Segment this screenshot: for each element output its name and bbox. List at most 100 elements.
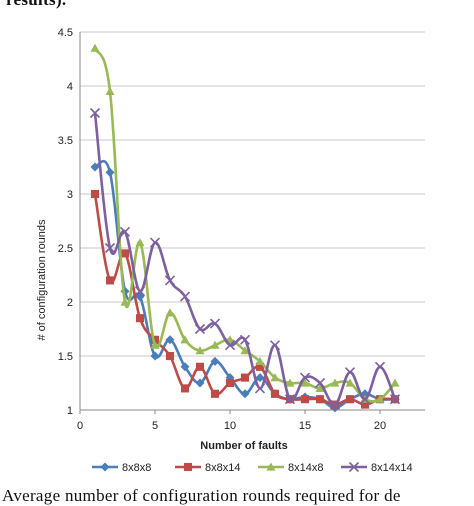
data-point-8x14x14 bbox=[194, 323, 206, 335]
legend-marker bbox=[348, 461, 360, 473]
data-point-8x14x8 bbox=[300, 378, 310, 387]
data-point-8x14x8 bbox=[195, 346, 205, 355]
legend-item-8x8x14: 8x8x14 bbox=[175, 462, 240, 474]
x-tick-label: 10 bbox=[224, 420, 236, 432]
legend-label: 8x14x14 bbox=[371, 462, 413, 474]
data-point-8x8x14 bbox=[135, 314, 145, 323]
data-point-8x8x14 bbox=[240, 373, 250, 382]
data-point-8x14x8 bbox=[105, 86, 115, 95]
series-lines bbox=[89, 43, 401, 413]
data-point-8x14x8 bbox=[315, 383, 325, 392]
caption-bottom-text: Average number of configuration rounds r… bbox=[2, 486, 401, 505]
data-point-8x8x14 bbox=[150, 335, 160, 344]
x-tick-label: 20 bbox=[374, 420, 386, 432]
data-point-8x14x14 bbox=[224, 340, 236, 351]
data-point-8x14x8 bbox=[270, 373, 280, 382]
legend: 8x8x8 8x8x14 8x14x8 8x14x14 bbox=[92, 461, 413, 474]
data-point-8x14x14 bbox=[389, 394, 401, 405]
y-tick-label: 1 bbox=[67, 405, 73, 417]
data-point-8x8x14 bbox=[195, 362, 205, 371]
y-tick-label: 2 bbox=[67, 297, 73, 309]
data-point-8x14x14 bbox=[119, 226, 131, 237]
data-point-8x14x14 bbox=[359, 394, 371, 405]
data-point-8x14x14 bbox=[329, 399, 341, 410]
data-point-8x8x14 bbox=[360, 400, 370, 409]
series-line-8x8x8 bbox=[93, 159, 396, 410]
data-point-8x14x8 bbox=[165, 308, 175, 317]
data-point-8x14x8 bbox=[255, 356, 265, 365]
legend-label: 8x8x14 bbox=[205, 462, 240, 474]
data-point-8x14x14 bbox=[179, 291, 191, 302]
data-point-8x8x8 bbox=[105, 167, 115, 177]
legend-label: 8x8x8 bbox=[122, 462, 151, 474]
y-tick-label: 1.5 bbox=[58, 351, 73, 363]
data-point-8x8x14 bbox=[105, 276, 115, 285]
data-point-8x14x8 bbox=[150, 340, 160, 349]
y-axis-title: # of configuration rounds bbox=[36, 219, 48, 341]
legend-label: 8x14x8 bbox=[288, 462, 323, 474]
data-point-8x8x8 bbox=[240, 389, 250, 399]
data-point-8x8x8 bbox=[210, 356, 220, 366]
data-point-8x8x8 bbox=[165, 335, 175, 345]
data-point-8x8x8 bbox=[150, 351, 160, 361]
series-8x14x14 bbox=[89, 107, 401, 410]
data-point-8x14x8 bbox=[375, 394, 385, 403]
data-point-8x14x14 bbox=[134, 286, 146, 297]
data-point-8x8x14 bbox=[270, 389, 280, 398]
data-point-8x14x14 bbox=[269, 340, 281, 351]
data-point-8x14x8 bbox=[330, 378, 340, 387]
data-point-8x14x14 bbox=[314, 377, 326, 389]
data-point-8x14x8 bbox=[210, 340, 220, 349]
legend-item-8x14x8: 8x14x8 bbox=[258, 462, 323, 474]
x-tick-label: 0 bbox=[77, 420, 83, 432]
series-line-8x14x14 bbox=[93, 112, 397, 406]
y-tick-label: 3 bbox=[67, 189, 73, 201]
data-point-8x14x8 bbox=[390, 378, 400, 387]
y-tick-label: 4.5 bbox=[58, 27, 73, 39]
legend-marker bbox=[183, 462, 193, 472]
data-point-8x14x14 bbox=[89, 107, 101, 119]
data-point-8x8x14 bbox=[90, 189, 100, 199]
series-8x14x8 bbox=[90, 43, 400, 403]
legend-marker bbox=[266, 462, 276, 471]
legend-item-8x8x8: 8x8x8 bbox=[92, 462, 151, 474]
data-point-8x14x14 bbox=[104, 242, 116, 254]
data-point-8x8x14 bbox=[345, 395, 355, 404]
y-tick-label: 2.5 bbox=[58, 243, 73, 255]
x-axis-title: Number of faults bbox=[200, 440, 287, 452]
data-point-8x8x8 bbox=[180, 362, 190, 372]
data-point-8x8x14 bbox=[315, 395, 325, 404]
axes: 1 1.5 2 2.5 3 3.5 4 4.5 0 5 10 15 20 bbox=[58, 27, 425, 432]
legend-marker bbox=[100, 462, 110, 472]
y-tick-label: 4 bbox=[67, 81, 73, 93]
data-point-8x8x14 bbox=[300, 395, 310, 404]
data-point-8x8x8 bbox=[255, 373, 265, 383]
x-tick-label: 5 bbox=[152, 420, 158, 432]
y-tick-label: 3.5 bbox=[58, 135, 73, 147]
data-point-8x8x14 bbox=[165, 351, 175, 361]
data-point-8x8x14 bbox=[255, 362, 265, 371]
x-tick-label: 15 bbox=[299, 420, 311, 432]
data-point-8x14x14 bbox=[299, 372, 311, 383]
data-point-8x14x8 bbox=[240, 346, 250, 355]
data-point-8x14x14 bbox=[254, 383, 266, 394]
data-point-8x8x14 bbox=[120, 249, 130, 258]
data-point-8x14x8 bbox=[120, 297, 130, 306]
data-point-8x14x14 bbox=[344, 367, 356, 378]
data-point-8x14x14 bbox=[209, 318, 221, 329]
data-point-8x14x14 bbox=[374, 361, 386, 372]
data-point-8x8x8 bbox=[90, 162, 100, 172]
data-point-8x14x8 bbox=[135, 238, 145, 247]
data-point-8x8x14 bbox=[180, 384, 190, 393]
data-point-8x14x8 bbox=[345, 378, 355, 387]
caption-top-text: results). bbox=[6, 0, 66, 10]
series-8x8x14 bbox=[90, 189, 400, 409]
data-point-8x8x8 bbox=[195, 378, 205, 388]
data-point-8x14x14 bbox=[164, 275, 176, 286]
legend-item-8x14x14: 8x14x14 bbox=[341, 461, 413, 474]
data-point-8x14x8 bbox=[180, 335, 190, 344]
data-point-8x14x14 bbox=[239, 334, 251, 345]
data-point-8x14x8 bbox=[285, 378, 295, 387]
data-point-8x14x14 bbox=[284, 394, 296, 405]
